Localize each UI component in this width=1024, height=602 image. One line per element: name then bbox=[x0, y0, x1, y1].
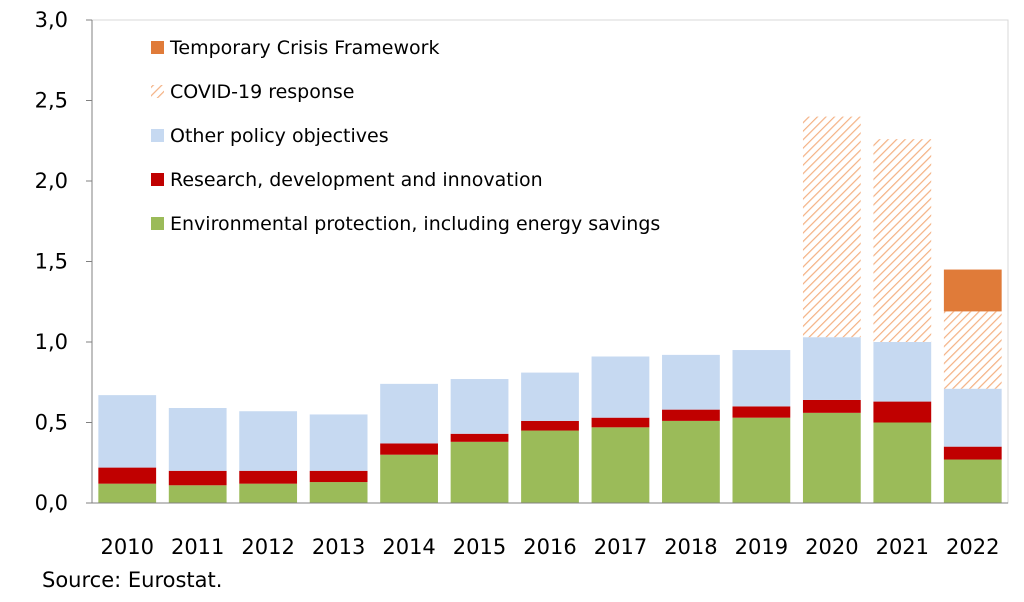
bar-segment-2015-s1 bbox=[450, 433, 509, 442]
bar-segment-2014-s0 bbox=[380, 454, 438, 503]
x-tick-label: 2022 bbox=[946, 535, 999, 559]
bar-segment-2010-s2 bbox=[98, 395, 157, 468]
bar-segment-2011-s0 bbox=[168, 485, 227, 503]
legend-swatch bbox=[151, 85, 164, 98]
bar-segment-2011-s2 bbox=[168, 408, 227, 471]
bar-segment-2022-s4 bbox=[943, 269, 1002, 312]
y-tick-label: 2,5 bbox=[35, 89, 68, 113]
legend-label: Environmental protection, including ener… bbox=[170, 213, 660, 235]
bar-segment-2022-s0 bbox=[943, 459, 1002, 503]
x-tick-label: 2018 bbox=[664, 535, 717, 559]
legend-label: Other policy objectives bbox=[170, 125, 389, 147]
bar-segment-2012-s0 bbox=[239, 483, 298, 503]
bar-segment-2019-s1 bbox=[732, 406, 791, 418]
x-tick-label: 2013 bbox=[312, 535, 365, 559]
bar-segment-2021-s0 bbox=[873, 422, 932, 503]
bar-segment-2014-s1 bbox=[380, 443, 438, 455]
bar-segment-2017-s1 bbox=[591, 417, 650, 428]
bar-segment-2019-s2 bbox=[732, 350, 791, 407]
bar-segment-2015-s0 bbox=[450, 441, 509, 503]
x-tick-label: 2017 bbox=[594, 535, 647, 559]
bar-segment-2022-s3 bbox=[943, 311, 1002, 389]
y-tick-label: 1,5 bbox=[35, 250, 68, 274]
bar-segment-2013-s1 bbox=[309, 470, 368, 483]
legend-swatch bbox=[151, 217, 164, 230]
bar-segment-2021-s3 bbox=[873, 139, 932, 342]
bar-segment-2018-s1 bbox=[662, 409, 720, 421]
bar-segment-2012-s2 bbox=[239, 411, 298, 471]
legend-label: Temporary Crisis Framework bbox=[169, 37, 439, 59]
x-tick-label: 2011 bbox=[171, 535, 224, 559]
bar-segment-2021-s2 bbox=[873, 342, 932, 402]
bar-segment-2022-s1 bbox=[943, 446, 1002, 460]
bar-segment-2011-s1 bbox=[168, 470, 227, 486]
bar-segment-2017-s0 bbox=[591, 427, 650, 503]
source-note: Source: Eurostat. bbox=[42, 568, 223, 592]
y-tick-label: 3,0 bbox=[35, 8, 68, 32]
x-tick-label: 2021 bbox=[876, 535, 929, 559]
bar-segment-2013-s2 bbox=[309, 414, 368, 471]
bar-segment-2010-s1 bbox=[98, 467, 157, 484]
bar-segment-2013-s0 bbox=[309, 482, 368, 503]
bar-segment-2016-s1 bbox=[521, 420, 579, 431]
x-tick-label: 2010 bbox=[101, 535, 154, 559]
y-tick-label: 0,5 bbox=[35, 411, 68, 435]
bar-segment-2020-s2 bbox=[802, 337, 861, 400]
bar-segment-2016-s2 bbox=[521, 372, 579, 421]
x-tick-label: 2020 bbox=[805, 535, 858, 559]
x-tick-label: 2015 bbox=[453, 535, 506, 559]
legend-swatch bbox=[151, 41, 164, 54]
legend-swatch bbox=[151, 173, 164, 186]
bar-segment-2016-s0 bbox=[521, 430, 579, 503]
bar-segment-2018-s2 bbox=[662, 354, 720, 410]
legend-label: Research, development and innovation bbox=[170, 169, 543, 191]
axes-group: 0,0 0,5 1,0 1,5 2,0 2,5 3,0 2010 2011 2012 2013 201… bbox=[35, 8, 1008, 559]
bar-segment-2020-s0 bbox=[802, 412, 861, 503]
x-tick-label: 2014 bbox=[382, 535, 435, 559]
bar-segment-2014-s2 bbox=[380, 383, 438, 444]
bar-segment-2020-s3 bbox=[802, 116, 861, 338]
x-tick-label: 2012 bbox=[241, 535, 294, 559]
legend: Temporary Crisis Framework COVID-19 respo… bbox=[151, 37, 660, 235]
legend-swatch bbox=[151, 129, 164, 142]
y-tick-label: 2,0 bbox=[35, 169, 68, 193]
bar-segment-2010-s0 bbox=[98, 483, 157, 503]
bar-segment-2012-s1 bbox=[239, 470, 298, 484]
bar-segment-2019-s0 bbox=[732, 417, 791, 503]
bar-segment-2018-s0 bbox=[662, 420, 720, 503]
legend-label: COVID-19 response bbox=[170, 81, 355, 103]
x-tick-label: 2016 bbox=[523, 535, 576, 559]
bar-segment-2022-s2 bbox=[943, 388, 1002, 447]
bar-segment-2021-s1 bbox=[873, 401, 932, 423]
y-tick-label: 0,0 bbox=[35, 491, 68, 515]
y-tick-label: 1,0 bbox=[35, 330, 68, 354]
bars-group bbox=[98, 116, 1002, 503]
bar-segment-2017-s2 bbox=[591, 356, 650, 418]
bar-segment-2015-s2 bbox=[450, 379, 509, 434]
bar-segment-2020-s1 bbox=[802, 399, 861, 413]
x-tick-label: 2019 bbox=[735, 535, 788, 559]
